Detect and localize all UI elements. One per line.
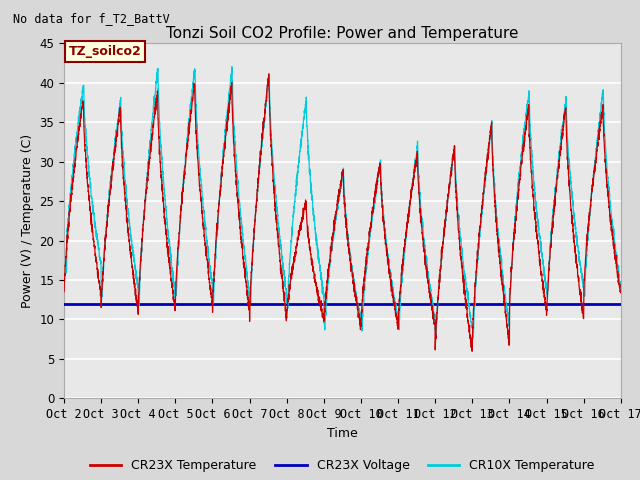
- Legend: CR23X Temperature, CR23X Voltage, CR10X Temperature: CR23X Temperature, CR23X Voltage, CR10X …: [85, 455, 600, 478]
- Title: Tonzi Soil CO2 Profile: Power and Temperature: Tonzi Soil CO2 Profile: Power and Temper…: [166, 25, 518, 41]
- Text: No data for f_T2_BattV: No data for f_T2_BattV: [13, 12, 170, 25]
- X-axis label: Time: Time: [327, 427, 358, 440]
- Y-axis label: Power (V) / Temperature (C): Power (V) / Temperature (C): [21, 134, 34, 308]
- Text: TZ_soilco2: TZ_soilco2: [68, 45, 141, 58]
